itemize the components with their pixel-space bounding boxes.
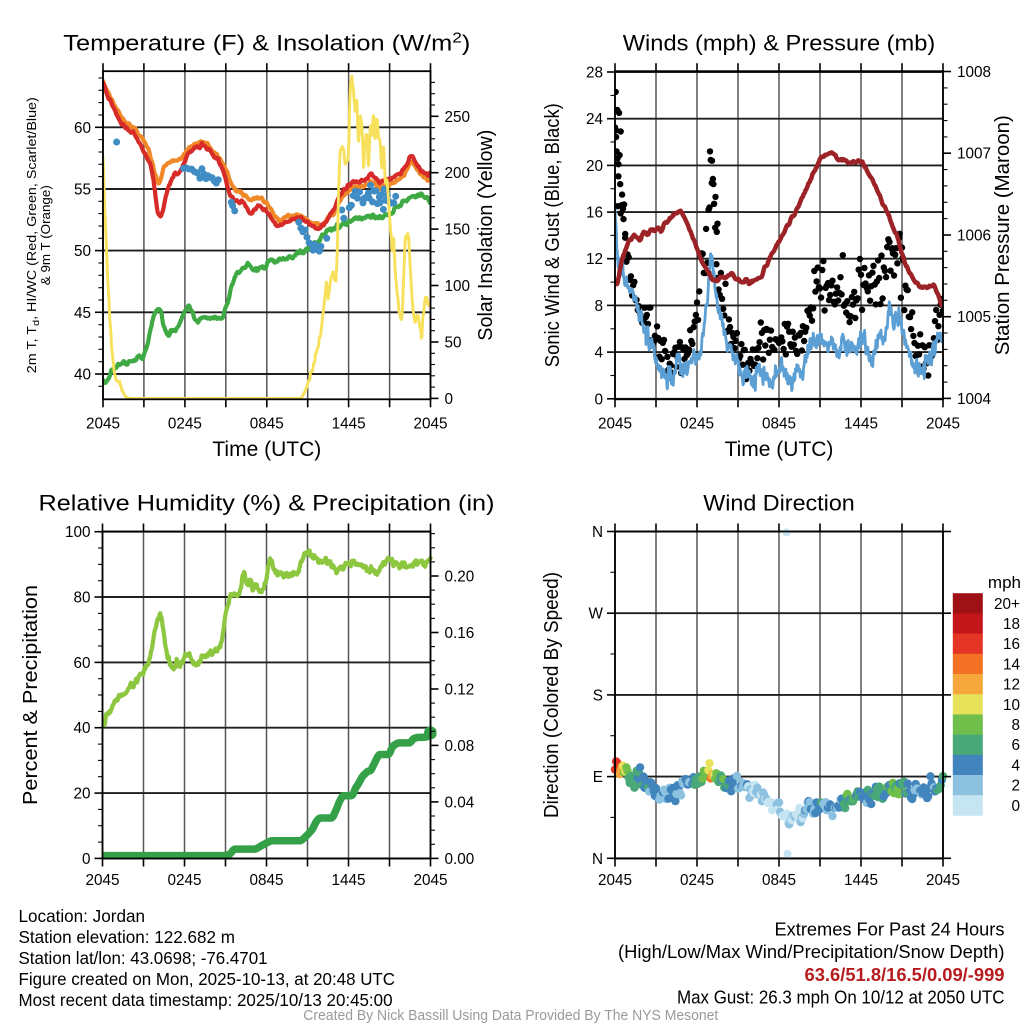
svg-text:20: 20 [73, 786, 90, 803]
svg-text:0.12: 0.12 [445, 682, 475, 699]
svg-text:Time (UTC): Time (UTC) [212, 438, 321, 461]
svg-text:63.6/51.8/16.5/0.09/-999: 63.6/51.8/16.5/0.09/-999 [805, 964, 1005, 985]
svg-text:Most recent data timestamp: 20: Most recent data timestamp: 2025/10/13 2… [19, 990, 393, 1010]
svg-text:8: 8 [1011, 717, 1020, 734]
svg-text:16: 16 [586, 205, 603, 222]
svg-text:28: 28 [586, 65, 603, 82]
svg-text:0245: 0245 [168, 416, 202, 433]
svg-text:1445: 1445 [332, 416, 366, 433]
svg-text:0: 0 [594, 391, 603, 408]
svg-text:2045: 2045 [85, 872, 119, 889]
svg-text:E: E [593, 769, 603, 786]
svg-text:80: 80 [73, 590, 90, 607]
svg-text:100: 100 [445, 278, 471, 295]
svg-text:0845: 0845 [249, 872, 283, 889]
svg-text:16: 16 [1003, 636, 1020, 653]
svg-text:200: 200 [445, 165, 471, 182]
svg-text:20+: 20+ [994, 596, 1020, 613]
svg-text:40: 40 [74, 367, 91, 384]
svg-text:6: 6 [1011, 737, 1020, 754]
svg-text:45: 45 [74, 305, 91, 322]
svg-text:Station elevation: 122.682 m: Station elevation: 122.682 m [19, 927, 236, 947]
svg-text:50: 50 [74, 243, 91, 260]
svg-text:0: 0 [82, 851, 91, 868]
svg-text:1006: 1006 [957, 228, 991, 245]
svg-text:0245: 0245 [680, 872, 714, 889]
svg-text:1445: 1445 [331, 872, 365, 889]
svg-text:2m T, Td, HI/WC (Red, Green, S: 2m T, Td, HI/WC (Red, Green, Scarlet/Blu… [25, 97, 42, 373]
svg-text:1445: 1445 [844, 416, 878, 433]
svg-text:250: 250 [445, 109, 471, 126]
svg-text:Winds (mph) & Pressure (mb): Winds (mph) & Pressure (mb) [623, 31, 936, 56]
svg-text:N: N [592, 524, 603, 541]
svg-text:4: 4 [1011, 757, 1020, 774]
svg-text:0.16: 0.16 [445, 625, 475, 642]
svg-text:0845: 0845 [762, 872, 796, 889]
svg-text:2045: 2045 [926, 416, 960, 433]
svg-text:20: 20 [586, 158, 603, 175]
svg-text:Temperature (F) & Insolation (: Temperature (F) & Insolation (W/m 2) [63, 30, 470, 56]
svg-text:1007: 1007 [957, 146, 991, 163]
svg-text:2045: 2045 [86, 416, 120, 433]
svg-text:0.20: 0.20 [445, 569, 475, 586]
svg-text:1445: 1445 [844, 872, 878, 889]
svg-text:8: 8 [594, 298, 603, 315]
svg-text:2045: 2045 [598, 416, 632, 433]
svg-text:50: 50 [445, 335, 462, 352]
svg-text:Created By Nick Bassill Using: Created By Nick Bassill Using Data Provi… [303, 1007, 719, 1024]
svg-text:2045: 2045 [413, 872, 447, 889]
svg-text:0845: 0845 [250, 416, 284, 433]
svg-text:0245: 0245 [680, 416, 714, 433]
svg-text:& 9m T (Orange): & 9m T (Orange) [39, 185, 53, 285]
svg-text:Percent & Precipitation: Percent & Precipitation [19, 585, 42, 805]
svg-text:Relative Humidity (%) & Precip: Relative Humidity (%) & Precipitation (i… [39, 491, 495, 516]
svg-text:S: S [593, 687, 603, 704]
svg-text:60: 60 [73, 655, 90, 672]
svg-text:40: 40 [73, 720, 90, 737]
svg-text:mph: mph [988, 573, 1021, 592]
svg-text:12: 12 [1003, 677, 1020, 694]
svg-text:55: 55 [74, 182, 91, 199]
svg-text:0.08: 0.08 [445, 738, 475, 755]
svg-text:0.00: 0.00 [445, 851, 475, 868]
svg-text:12: 12 [586, 251, 603, 268]
svg-text:0.04: 0.04 [445, 794, 475, 811]
svg-text:Solar Insolation (Yellow): Solar Insolation (Yellow) [474, 130, 497, 341]
svg-text:Extremes For Past 24 Hours: Extremes For Past 24 Hours [775, 919, 1005, 940]
svg-text:4: 4 [594, 345, 603, 362]
svg-text:0: 0 [1011, 798, 1020, 815]
svg-text:Figure created on Mon, 2025-10: Figure created on Mon, 2025-10-13, at 20… [19, 969, 396, 989]
svg-text:(High/Low/Max Wind/Precipitati: (High/Low/Max Wind/Precipitation/Snow De… [618, 941, 1005, 962]
svg-text:18: 18 [1003, 616, 1020, 633]
svg-text:2: 2 [1011, 778, 1020, 795]
svg-text:2045: 2045 [926, 872, 960, 889]
svg-text:W: W [589, 606, 604, 623]
svg-text:Sonic Wind & Gust (Blue, Black: Sonic Wind & Gust (Blue, Black) [541, 103, 564, 367]
svg-text:1008: 1008 [957, 64, 991, 81]
svg-text:60: 60 [74, 120, 91, 137]
svg-text:2045: 2045 [598, 872, 632, 889]
svg-text:0845: 0845 [762, 416, 796, 433]
svg-text:24: 24 [586, 111, 604, 128]
svg-text:Station Pressure (Maroon): Station Pressure (Maroon) [991, 115, 1014, 355]
svg-text:10: 10 [1003, 697, 1020, 714]
svg-text:Time (UTC): Time (UTC) [725, 438, 834, 461]
svg-text:Wind Direction: Wind Direction [703, 491, 855, 516]
svg-text:N: N [592, 851, 603, 868]
svg-text:150: 150 [445, 222, 471, 239]
svg-text:2045: 2045 [413, 416, 447, 433]
svg-text:0: 0 [445, 391, 454, 408]
svg-text:1004: 1004 [957, 391, 992, 408]
svg-text:100: 100 [65, 524, 91, 541]
svg-text:Station lat/lon: 43.0698; -76.: Station lat/lon: 43.0698; -76.4701 [19, 948, 268, 968]
svg-text:14: 14 [1003, 656, 1021, 673]
svg-text:Direction (Colored By Speed): Direction (Colored By Speed) [540, 572, 563, 818]
svg-text:Max Gust: 26.3 mph On 10/12 at: Max Gust: 26.3 mph On 10/12 at 2050 UTC [677, 987, 1005, 1008]
svg-text:0245: 0245 [167, 872, 201, 889]
svg-text:Location: Jordan: Location: Jordan [19, 906, 146, 926]
svg-text:1005: 1005 [957, 309, 991, 326]
